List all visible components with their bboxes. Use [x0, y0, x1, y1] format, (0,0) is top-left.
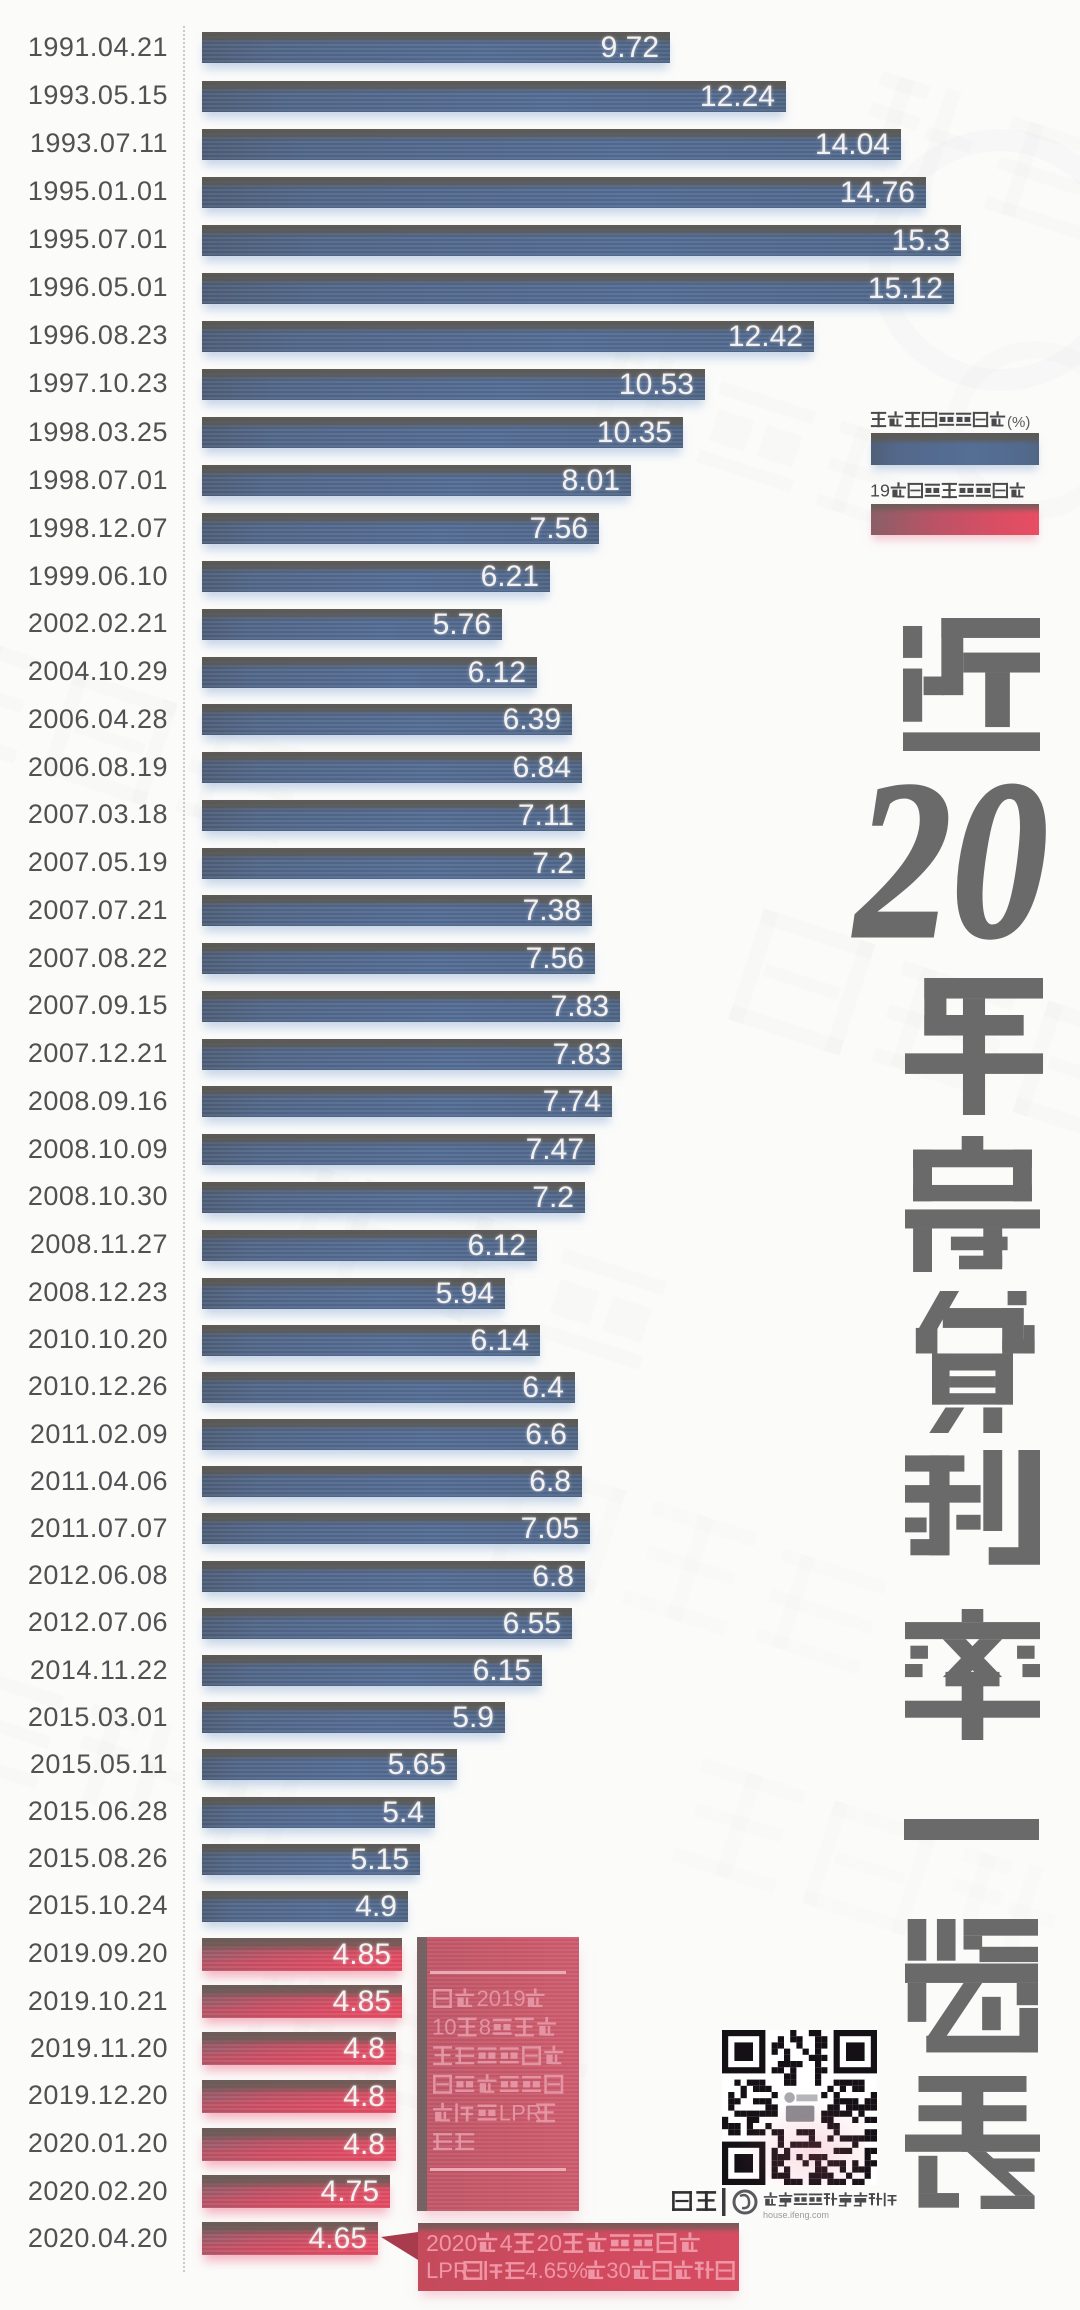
svg-text:LPR: LPR [426, 2258, 469, 2283]
svg-text:4: 4 [500, 2230, 513, 2256]
svg-text:30: 30 [606, 2258, 631, 2283]
svg-text:2019: 2019 [477, 1986, 526, 2011]
svg-text:2020: 2020 [426, 2230, 477, 2256]
svg-text:house.ifeng.com: house.ifeng.com [763, 2210, 829, 2220]
svg-text:(%): (%) [1007, 414, 1030, 431]
svg-text:20: 20 [536, 2230, 562, 2256]
svg-text:10: 10 [432, 2015, 457, 2040]
svg-text:19: 19 [870, 481, 890, 501]
svg-text:4.65%: 4.65% [525, 2258, 588, 2283]
svg-text:8: 8 [479, 2015, 491, 2040]
svg-text:LPR: LPR [499, 2101, 542, 2126]
